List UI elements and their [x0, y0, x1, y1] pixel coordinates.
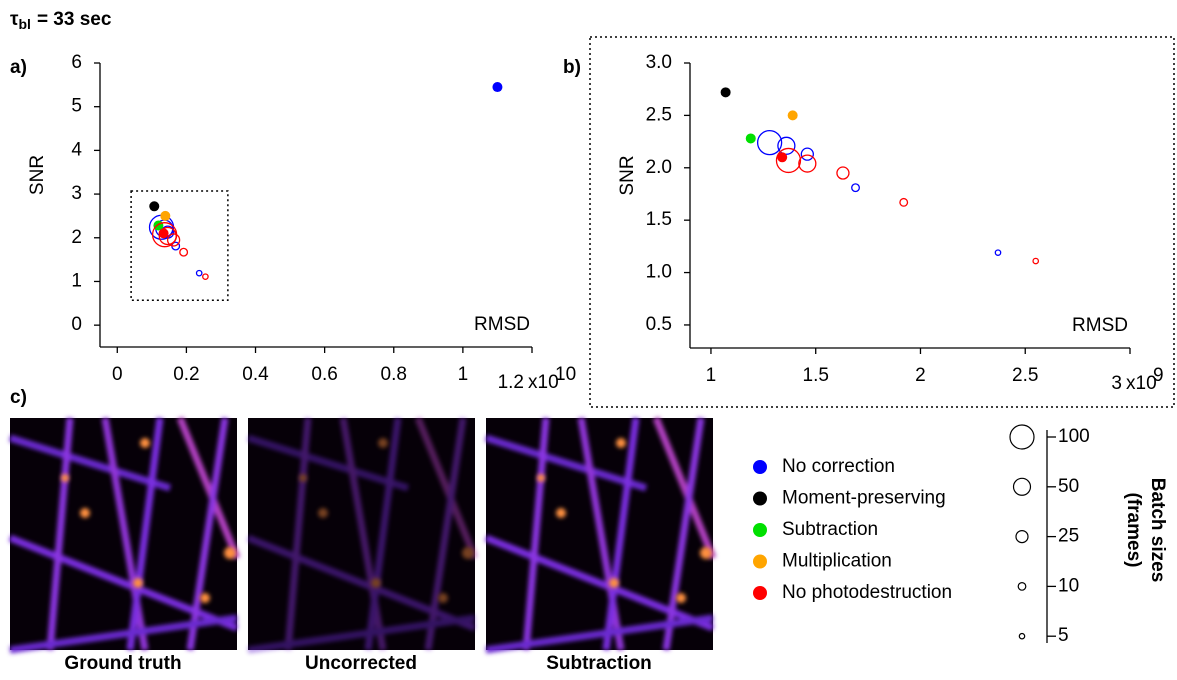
size-marker: [1017, 582, 1027, 591]
x-exponent: 9: [1153, 365, 1164, 386]
x-tick-label: 1.2: [498, 372, 524, 393]
point: [798, 154, 817, 173]
point: [158, 226, 177, 246]
size-legend-subtitle: (frames): [1123, 493, 1144, 568]
point: [160, 210, 171, 221]
panel-label: b): [563, 57, 581, 78]
image-subtraction: [486, 418, 713, 650]
size-marker: [1009, 424, 1035, 450]
size-tick-label: 100: [1058, 426, 1090, 447]
point: [179, 247, 189, 257]
size-tick-label: 10: [1058, 575, 1079, 596]
panel-label: c): [10, 387, 27, 408]
point: [745, 133, 756, 144]
x-multiplier: x10: [1126, 373, 1157, 394]
x-tick-label: 1: [706, 365, 717, 386]
y-tick-label: 4: [71, 139, 82, 160]
size-tick-label: 50: [1058, 476, 1079, 497]
x-tick-label: 0.2: [173, 364, 199, 385]
zoom-frame: [589, 36, 1175, 408]
size-tick-label: 5: [1058, 625, 1069, 646]
point: [800, 147, 814, 161]
image-caption: Subtraction: [546, 653, 652, 674]
point: [166, 233, 181, 247]
point: [775, 147, 802, 174]
y-tick-label: 3: [71, 183, 82, 204]
x-tick-label: 3: [1111, 373, 1122, 394]
x-tick-label: 0.6: [311, 364, 337, 385]
point: [492, 82, 503, 93]
point: [836, 166, 850, 180]
legend-label: Multiplication: [782, 551, 892, 572]
size-marker: [1015, 529, 1029, 544]
size-marker: [1018, 632, 1026, 640]
legend-label: Moment-preserving: [782, 488, 946, 509]
x-axis-label: RMSD: [474, 314, 530, 335]
y-tick-label: 1: [71, 270, 82, 291]
y-tick-label: 1.5: [646, 209, 672, 230]
point: [777, 152, 788, 163]
point: [195, 269, 203, 277]
point: [787, 110, 798, 121]
y-axis-label: SNR: [617, 155, 638, 195]
panel-label: a): [10, 57, 27, 78]
image-ground-truth: [10, 418, 237, 650]
x-tick-label: 2: [915, 365, 926, 386]
y-tick-label: 2.5: [646, 104, 672, 125]
legend-marker: [753, 554, 767, 569]
legend-marker: [753, 460, 767, 474]
point: [899, 197, 909, 207]
title-text: = 33 sec: [37, 9, 112, 30]
x-multiplier: x10: [528, 372, 559, 393]
size-tick-label: 25: [1058, 526, 1079, 547]
point: [851, 183, 860, 193]
legend-label: No photodestruction: [782, 582, 952, 603]
point: [720, 87, 731, 98]
y-tick-label: 2: [71, 227, 82, 248]
x-tick-label: 2.5: [1012, 365, 1038, 386]
figure-title: τbl = 33 sec: [10, 9, 112, 32]
point: [777, 136, 796, 155]
y-tick-label: 0.5: [646, 314, 672, 335]
point: [149, 201, 160, 212]
y-tick-label: 2.0: [646, 157, 672, 178]
y-tick-label: 0: [71, 314, 82, 335]
legend-label: Subtraction: [782, 519, 878, 540]
legend-marker: [753, 523, 767, 537]
point: [1032, 257, 1040, 265]
image-caption: Ground truth: [64, 653, 181, 674]
image-caption: Uncorrected: [305, 653, 417, 674]
size-legend-title: Batch sizes: [1147, 478, 1168, 583]
x-tick-label: 0.8: [381, 364, 407, 385]
y-tick-label: 3.0: [646, 52, 672, 73]
point: [756, 129, 783, 156]
y-tick-label: 1.0: [646, 262, 672, 283]
size-marker: [1012, 477, 1032, 496]
y-tick-label: 5: [71, 96, 82, 117]
x-tick-label: 1.5: [803, 365, 829, 386]
legend-label: No correction: [782, 456, 895, 477]
y-tick-label: 6: [71, 52, 82, 73]
legend-marker: [753, 586, 767, 600]
y-axis-label: SNR: [27, 155, 48, 195]
inset-box: [130, 190, 229, 301]
x-axis-label: RMSD: [1072, 315, 1128, 336]
x-tick-label: 1: [458, 364, 469, 385]
title-subscript: bl: [18, 16, 30, 32]
image-uncorrected: [248, 418, 475, 650]
x-tick-label: 0: [112, 364, 123, 385]
title-symbol: τ: [10, 9, 19, 30]
legend-marker: [753, 491, 767, 506]
point: [202, 273, 209, 280]
point: [994, 249, 1002, 256]
x-tick-label: 0.4: [242, 364, 269, 385]
x-exponent: 10: [555, 364, 576, 385]
